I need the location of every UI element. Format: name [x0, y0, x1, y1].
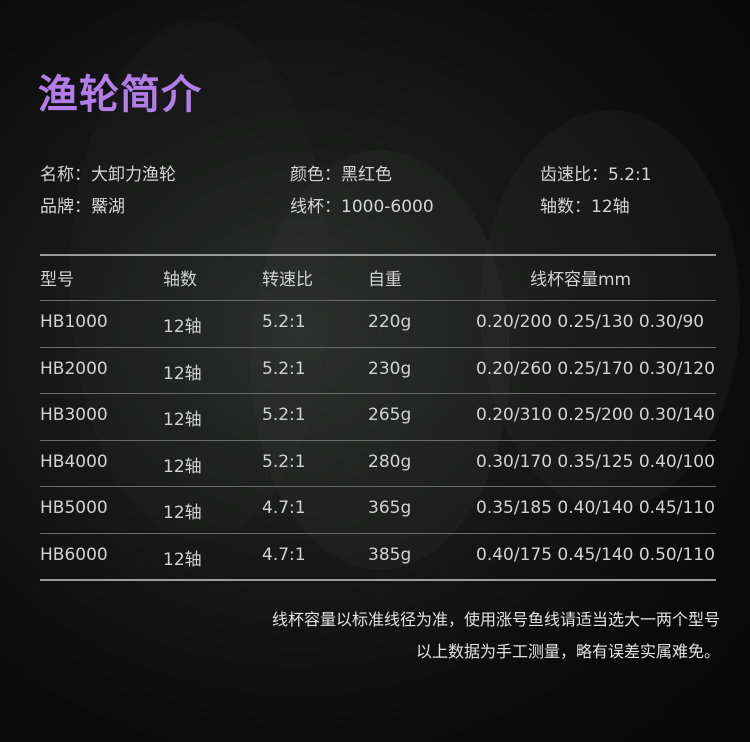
table-divider: [40, 579, 716, 581]
table-cell: 385g: [368, 544, 412, 565]
table-divider: [40, 347, 716, 348]
table-header: 型号: [40, 270, 74, 290]
table-header: 线杯容量mm: [530, 270, 632, 290]
info-color: 颜色：黑红色: [290, 165, 392, 185]
table-divider: [40, 440, 716, 441]
table-cell: 5.2:1: [262, 312, 306, 332]
table-cell: 0.35/185 0.40/140 0.45/110: [476, 498, 715, 518]
table-cell: 280g: [368, 451, 412, 472]
table-cell: 12轴: [163, 410, 202, 430]
info-name: 名称：大卸力渔轮: [40, 165, 176, 185]
table-header: 轴数: [163, 270, 197, 290]
table-cell: 5.2:1: [262, 358, 306, 379]
table-divider: [40, 393, 716, 394]
table-cell: HB2000: [40, 358, 108, 379]
table-cell: 220g: [368, 312, 412, 332]
table-cell: 0.20/260 0.25/170 0.30/120: [476, 358, 715, 379]
table-cell: 5.2:1: [262, 405, 306, 425]
table-cell: HB1000: [40, 312, 108, 332]
table-divider: [40, 300, 716, 301]
note-measurement: 以上数据为手工测量，略有误差实属难免。: [415, 642, 720, 661]
table-cell: 4.7:1: [262, 498, 306, 518]
table-cell: 230g: [368, 358, 412, 379]
table-cell: HB4000: [40, 451, 108, 472]
table-cell: 12轴: [163, 317, 202, 337]
table-cell: HB5000: [40, 498, 108, 518]
info-brand: 品牌：鱀湖: [40, 197, 125, 217]
table-cell: 12轴: [163, 503, 202, 523]
table-header: 转速比: [262, 270, 313, 290]
table-cell: HB6000: [40, 544, 108, 565]
table-cell: 0.30/170 0.35/125 0.40/100: [476, 451, 715, 472]
table-cell: 12轴: [163, 549, 202, 570]
table-cell: 0.20/200 0.25/130 0.30/90: [476, 312, 705, 332]
table-divider: [40, 486, 716, 487]
table-cell: 0.40/175 0.45/140 0.50/110: [476, 544, 715, 565]
table-cell: 365g: [368, 498, 412, 518]
table-cell: 4.7:1: [262, 544, 306, 565]
table-divider: [40, 533, 716, 534]
table-cell: 265g: [368, 405, 412, 425]
info-gear-ratio: 齿速比：5.2:1: [540, 165, 652, 185]
table-header: 自重: [368, 270, 402, 290]
table-cell: 12轴: [163, 363, 202, 384]
table-divider: [40, 254, 716, 256]
note-capacity: 线杯容量以标准线径为准，使用涨号鱼线请适当选大一两个型号: [271, 610, 720, 629]
table-cell: 0.20/310 0.25/200 0.30/140: [476, 405, 715, 425]
info-spool: 线杯：1000-6000: [290, 197, 434, 217]
page-title: 渔轮简介: [38, 72, 202, 118]
table-cell: 5.2:1: [262, 451, 306, 472]
table-cell: HB3000: [40, 405, 108, 425]
info-bearings: 轴数：12轴: [540, 197, 630, 217]
table-cell: 12轴: [163, 456, 202, 477]
